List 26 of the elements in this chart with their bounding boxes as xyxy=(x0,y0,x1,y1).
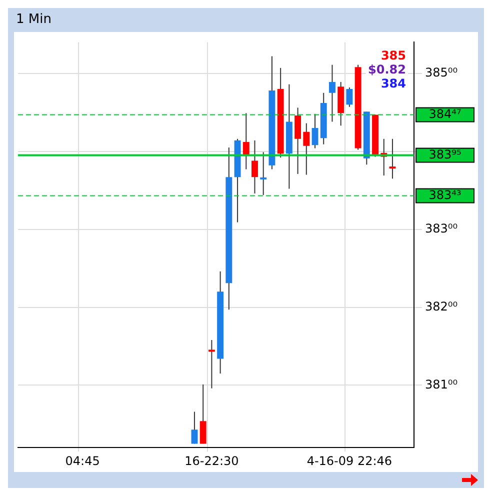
chart-title: 1 Min xyxy=(15,11,52,29)
y-tick-label: 383⁰⁰ xyxy=(425,221,458,236)
candlestick xyxy=(260,152,267,196)
candlestick xyxy=(312,113,318,149)
candlestick xyxy=(389,138,396,180)
candlestick xyxy=(294,107,302,174)
candlestick xyxy=(303,122,310,176)
candlestick xyxy=(208,340,215,389)
x-tick-label: 4-16-09 22:46 xyxy=(306,454,392,468)
candlestick xyxy=(191,411,198,444)
y-tick-label: 385⁰⁰ xyxy=(425,66,458,80)
ref-line-label: 384⁴⁷ xyxy=(428,106,462,121)
annotation: 384 xyxy=(380,76,406,90)
y-tick-label: 382⁰⁰ xyxy=(425,299,458,314)
x-tick-label: 16-22:30 xyxy=(184,454,239,468)
annotation: $0.82 xyxy=(368,62,406,76)
candlestick xyxy=(200,384,206,444)
candlestick xyxy=(252,140,258,194)
y-tick-label: 381⁰⁰ xyxy=(425,377,458,392)
candlestick xyxy=(328,64,336,122)
candlestick xyxy=(242,112,250,170)
ref-line-label: 383⁴³ xyxy=(428,188,462,202)
annotation: 385 xyxy=(380,48,406,62)
ref-line-label: 383⁹⁵ xyxy=(428,147,462,162)
x-tick-label: 04:45 xyxy=(65,454,100,468)
candlestick xyxy=(346,86,353,108)
